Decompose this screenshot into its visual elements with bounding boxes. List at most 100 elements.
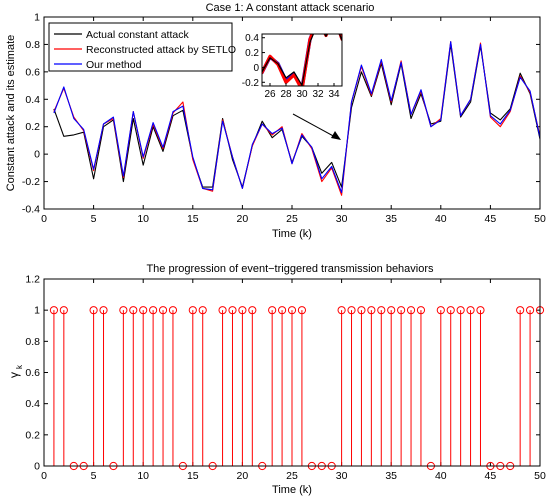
bottom-y-tick-label: 1 [34, 305, 40, 317]
stem-marker [89, 306, 98, 315]
stem-marker [198, 306, 207, 315]
stem-marker [238, 306, 247, 315]
inset-y-tick-label: 0.4 [245, 33, 259, 44]
inset-x-tick-label: 28 [280, 89, 292, 100]
stem-marker [367, 306, 376, 315]
stem-marker [397, 306, 406, 315]
stem-marker [188, 306, 197, 315]
stem-marker [476, 306, 485, 315]
top-x-tick-label: 5 [91, 213, 97, 225]
bottom-x-tick-label: 30 [336, 470, 348, 482]
top-x-tick-label: 45 [485, 213, 497, 225]
top-x-axis-label: Time (k) [272, 228, 312, 240]
bottom-x-tick-label: 10 [137, 470, 149, 482]
our-method-line [53, 41, 541, 194]
stem-marker [139, 306, 148, 315]
top-x-tick-label: 30 [336, 213, 348, 225]
stem-marker [228, 306, 237, 315]
top-x-tick-label: 0 [41, 213, 47, 225]
top-x-tick-label: 15 [187, 213, 199, 225]
top-y-tick-label: 0.4 [25, 94, 40, 106]
stem-marker [248, 306, 257, 315]
top-y-tick-label: 0.2 [25, 121, 40, 133]
stem-marker [337, 306, 346, 315]
stem-marker [436, 306, 445, 315]
bottom-y-tick-label: 0.4 [25, 398, 40, 410]
bottom-y-tick-label: 0.6 [25, 367, 40, 379]
bottom-x-tick-label: 45 [485, 470, 497, 482]
top-y-tick-label: 1 [34, 12, 40, 24]
inset-x-tick-label: 26 [264, 89, 276, 100]
stem-marker [49, 306, 59, 315]
top-y-tick-label: -0.4 [22, 204, 40, 216]
zoom-inset: 26 28 30 32 34 -0.2 0 0.2 0.4 [242, 33, 343, 100]
bottom-x-tick-label: 40 [435, 470, 447, 482]
bottom-x-tick-label: 35 [385, 470, 397, 482]
inset-y-tick-label: 0.2 [245, 48, 259, 59]
bottom-y-label-sub: k [15, 364, 24, 369]
top-x-tick-label: 50 [534, 213, 546, 225]
top-x-tick-label: 25 [286, 213, 298, 225]
bottom-chart-title: The progression of event−triggered trans… [146, 263, 434, 275]
top-axis-ticks: 0 5 10 15 20 25 30 35 40 45 50-0.4-0.200.20.40.60.… [22, 12, 546, 226]
legend-label-our-method: Our method [86, 59, 142, 71]
top-y-tick-label: 0.6 [25, 66, 40, 78]
bottom-x-tick-label: 20 [237, 470, 249, 482]
bottom-y-tick-label: 0.8 [25, 336, 40, 348]
stem-marker [59, 306, 68, 315]
inset-axis-ticks: 26 28 30 32 34 -0.2 0 0.2 0.4 [242, 33, 340, 100]
stem-marker [377, 306, 386, 315]
legend-label-setlo: Reconstructed attack by SETLO [86, 44, 236, 56]
stem-marker [516, 306, 525, 315]
stem-marker [525, 306, 535, 315]
stem-marker [268, 306, 277, 315]
attack-estimate-chart: Case 1: A constant attack scenario 0 5 10 1… [5, 2, 546, 240]
top-series-lines [53, 41, 541, 196]
bottom-y-tick-label: 0.2 [25, 429, 40, 441]
stem-marker [158, 306, 168, 315]
inset-x-tick-label: 32 [312, 89, 324, 100]
stem-marker [446, 306, 455, 315]
bottom-stems [49, 306, 545, 471]
stem-marker [129, 306, 138, 315]
stem-marker [387, 306, 396, 315]
stem-marker [297, 306, 307, 315]
bottom-x-axis-label: Time (k) [272, 484, 312, 496]
inset-x-tick-label: 30 [296, 89, 308, 100]
stem-marker [277, 306, 287, 315]
zoom-arrow [292, 113, 341, 140]
inset-y-tick-label: 0 [253, 63, 259, 74]
bottom-axis-ticks: 0 5 10 15 20 25 30 35 40 45 50 0 0.2 0.4 0.6 0.8 1 1.2 [25, 274, 546, 483]
legend-box [48, 22, 233, 72]
top-y-axis-label: Constant attack and its estimate [5, 35, 17, 192]
stem-marker [99, 306, 108, 315]
top-x-tick-label: 35 [385, 213, 397, 225]
top-plot-frame [43, 16, 541, 210]
top-x-tick-label: 10 [137, 213, 149, 225]
inset-series-lines [262, 34, 342, 86]
stem-marker [149, 306, 158, 315]
stem-marker [466, 306, 475, 315]
inset-y-tick-label: -0.2 [242, 78, 260, 89]
stem-marker [406, 306, 416, 315]
stem-marker [347, 306, 356, 315]
bottom-y-tick-label: 1.2 [25, 274, 40, 286]
bottom-y-tick-label: 0 [34, 461, 40, 473]
bottom-x-tick-label: 15 [187, 470, 199, 482]
legend-label-actual: Actual constant attack [86, 29, 189, 41]
bottom-x-tick-label: 0 [41, 470, 47, 482]
bottom-y-axis-label: γ k [7, 364, 24, 378]
bottom-y-label-main: γ [7, 372, 21, 378]
transmission-stem-chart: The progression of event−triggered trans… [7, 263, 546, 496]
top-y-tick-label: 0.8 [25, 39, 40, 51]
stem-marker [168, 306, 178, 315]
stem-marker [456, 306, 465, 315]
top-y-tick-label: 0 [34, 149, 40, 161]
bottom-plot-frame [43, 278, 541, 467]
stem-marker [218, 306, 227, 315]
top-y-tick-label: -0.2 [22, 176, 40, 188]
stem-marker [119, 306, 128, 315]
top-x-tick-label: 20 [237, 213, 249, 225]
stem-marker [357, 306, 366, 315]
